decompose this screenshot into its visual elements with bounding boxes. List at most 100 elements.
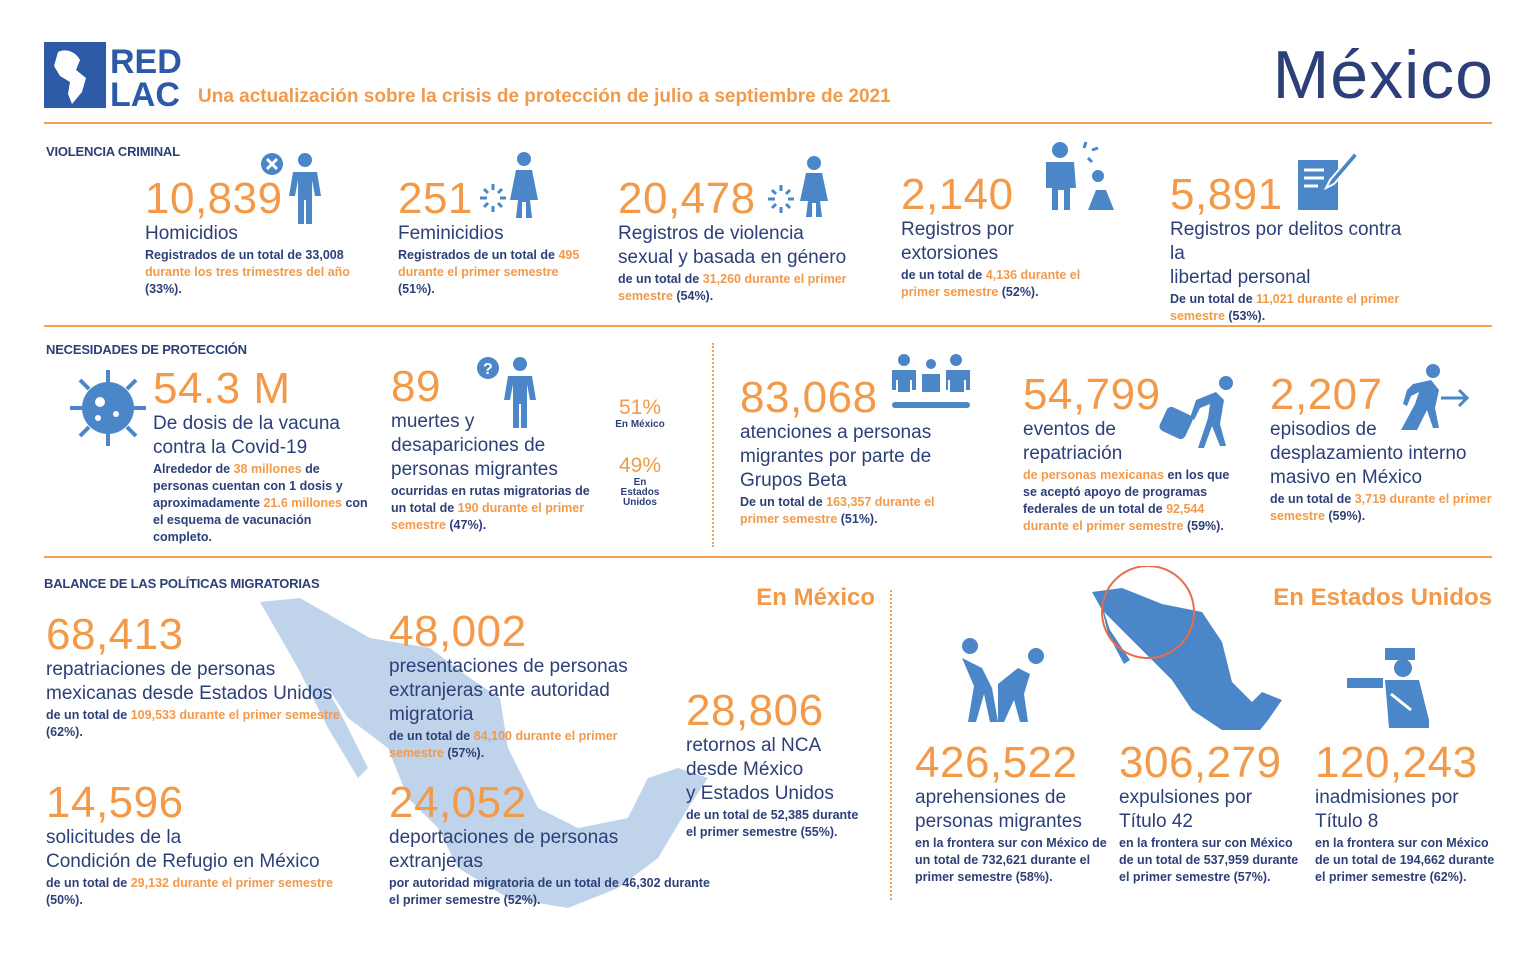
- stat-number: 2,140: [901, 170, 1014, 219]
- section-label-proteccion: NECESIDADES DE PROTECCIÓN: [46, 342, 247, 357]
- officer-stop-icon: [1347, 648, 1429, 728]
- stat-block: 426,522 aprehensiones de personas migrante…: [915, 740, 1115, 886]
- description-segment: (51%).: [398, 282, 435, 296]
- split-label: En México: [615, 419, 665, 430]
- description-segment: 4,136 durante el primer semestre: [901, 268, 1081, 299]
- stat-block: 68,413 repatriaciones de personas mexicana…: [46, 612, 366, 741]
- description-segment: 3,719 durante el primer semestre: [1270, 492, 1492, 523]
- description-segment: de un total de: [618, 272, 703, 286]
- stat-title-line: Registros de violencia: [618, 223, 804, 244]
- stat-title: Registros por delitos contra la libertad …: [1170, 218, 1420, 290]
- stat-number: 306,279: [1119, 738, 1282, 787]
- stat-number: 28,806: [686, 686, 824, 735]
- description-segment: 109,533 durante el primer semestre: [130, 708, 340, 722]
- logo-lac: LAC: [110, 76, 180, 108]
- stat-number: 89: [391, 362, 441, 411]
- woman-burst-icon: [768, 156, 828, 217]
- description-segment: Registrados de un total de: [398, 248, 559, 262]
- description-segment: De un total de: [1170, 292, 1257, 306]
- stat-number: 14,596: [46, 778, 184, 827]
- stat-title-line: inadmisiones por: [1315, 787, 1459, 808]
- dotted-divider: [890, 590, 892, 900]
- stat-title-line: solicitudes de la: [46, 827, 182, 848]
- stat-title-line: desapariciones de: [391, 435, 546, 456]
- stat-title-line: extranjeras: [389, 851, 483, 872]
- description-segment: en la frontera sur con México de un tota…: [1315, 836, 1495, 884]
- dotted-divider: [712, 343, 714, 547]
- stat-title-line: personas migrantes: [391, 459, 558, 480]
- stat-number: 54,799: [1023, 370, 1161, 419]
- stat-title: deportaciones de personas extranjeras: [389, 826, 719, 874]
- split-usa: 49% En Estados Unidos: [610, 454, 670, 508]
- stat-block: 28,806 retornos al NCA desde México y Estad…: [686, 688, 871, 841]
- description-segment: de un total de: [901, 268, 986, 282]
- redlac-logo: RED LAC: [44, 42, 184, 108]
- description-segment: (62%).: [46, 725, 83, 739]
- stat-title-line: eventos de: [1023, 419, 1116, 440]
- stat-description: en la frontera sur con México de un tota…: [1315, 835, 1505, 886]
- stat-description: de un total de 31,260 durante el primer …: [618, 271, 878, 305]
- description-segment: en la frontera sur con México de un tota…: [1119, 836, 1299, 884]
- stat-title-line: Título 8: [1315, 811, 1379, 832]
- stat-title: episodios de desplazamiento interno masivo…: [1270, 418, 1495, 490]
- person-x-icon: [261, 153, 321, 224]
- divider: [44, 122, 1492, 124]
- split-pct: 51%: [618, 396, 662, 419]
- stat-title: atenciones a personas migrantes por parte…: [740, 421, 970, 493]
- description-segment: 38 millones: [233, 462, 302, 476]
- stat-description: de un total de 84,100 durante el primer …: [389, 728, 639, 762]
- stat-number: 83,068: [740, 373, 878, 422]
- stat-number: 10,839: [145, 174, 283, 223]
- description-segment: en los que se aceptó apoyo de programas …: [1023, 468, 1230, 516]
- stat-description: de un total de 109,533 durante el primer…: [46, 707, 366, 741]
- country-title: México: [1272, 37, 1494, 113]
- stat-number: 48,002: [389, 607, 527, 656]
- apprehension-icon: [962, 638, 1044, 722]
- logo-red: RED: [110, 43, 182, 81]
- americas-logo-icon: RED LAC: [44, 42, 182, 108]
- stat-block: 24,052 deportaciones de personas extranjer…: [389, 780, 719, 909]
- stat-title-line: expulsiones por: [1119, 787, 1253, 808]
- stat-number: 24,052: [389, 778, 527, 827]
- divider: [44, 325, 1492, 327]
- stat-title: Homicidios: [145, 222, 375, 246]
- stat-block: 2,140 Registros por extorsiones de un tota…: [901, 172, 1111, 301]
- description-segment: Registrados de un total de 33,008: [145, 248, 344, 262]
- description-segment: de un total de: [389, 729, 474, 743]
- description-segment: (51%).: [837, 512, 878, 526]
- description-segment: 11,021 durante el primer semestre: [1170, 292, 1400, 323]
- section-label-balance: BALANCE DE LAS POLÍTICAS MIGRATORIAS: [44, 576, 320, 591]
- stat-title-line: migratoria: [389, 704, 474, 725]
- description-segment: 31,260 durante el primer semestre: [618, 272, 847, 303]
- stat-title: presentaciones de personas extranjeras an…: [389, 655, 639, 727]
- stat-number: 426,522: [915, 738, 1078, 787]
- stat-title: Feminicidios: [398, 222, 598, 246]
- stat-title-line: deportaciones de personas: [389, 827, 619, 848]
- stat-title-line: desde México: [686, 759, 804, 780]
- traveler-icon: [1159, 376, 1233, 448]
- stat-description: De un total de 11,021 durante el primer …: [1170, 291, 1420, 325]
- stat-description: de un total de 3,719 durante el primer s…: [1270, 491, 1495, 525]
- stat-block: 54.3 M De dosis de la vacuna contra la Cov…: [153, 366, 368, 546]
- stat-description: Registrados de un total de 495 durante e…: [398, 247, 598, 298]
- stat-title: De dosis de la vacuna contra la Covid-19: [153, 412, 368, 460]
- description-segment: 29,132 durante el primer semestre: [130, 876, 333, 890]
- description-segment: (59%).: [1324, 509, 1366, 523]
- svg-text:?: ?: [483, 361, 493, 378]
- stat-title-line: presentaciones de personas: [389, 656, 628, 677]
- mexico-map-background: [260, 598, 708, 908]
- group-icon: [892, 354, 970, 408]
- stat-description: De un total de 163,357 durante el primer…: [740, 494, 970, 528]
- stat-title-line: y Estados Unidos: [686, 783, 834, 804]
- stat-title-line: atenciones a personas: [740, 422, 932, 443]
- divider: [44, 556, 1492, 558]
- section-label-violencia: VIOLENCIA CRIMINAL: [46, 144, 180, 159]
- stat-title-line: sexual y basada en género: [618, 247, 847, 268]
- stat-block: 2,207 episodios de desplazamiento interno m…: [1270, 372, 1495, 525]
- description-segment: durante los tres trimestres del año: [145, 265, 350, 279]
- description-segment: por autoridad migratoria de un total de …: [389, 876, 710, 907]
- description-segment: (47%).: [445, 518, 487, 532]
- stat-title-line: Grupos Beta: [740, 470, 847, 491]
- stat-description: de un total de 52,385 durante el primer …: [686, 807, 871, 841]
- stat-title-line: Registros por extorsiones: [901, 219, 1014, 264]
